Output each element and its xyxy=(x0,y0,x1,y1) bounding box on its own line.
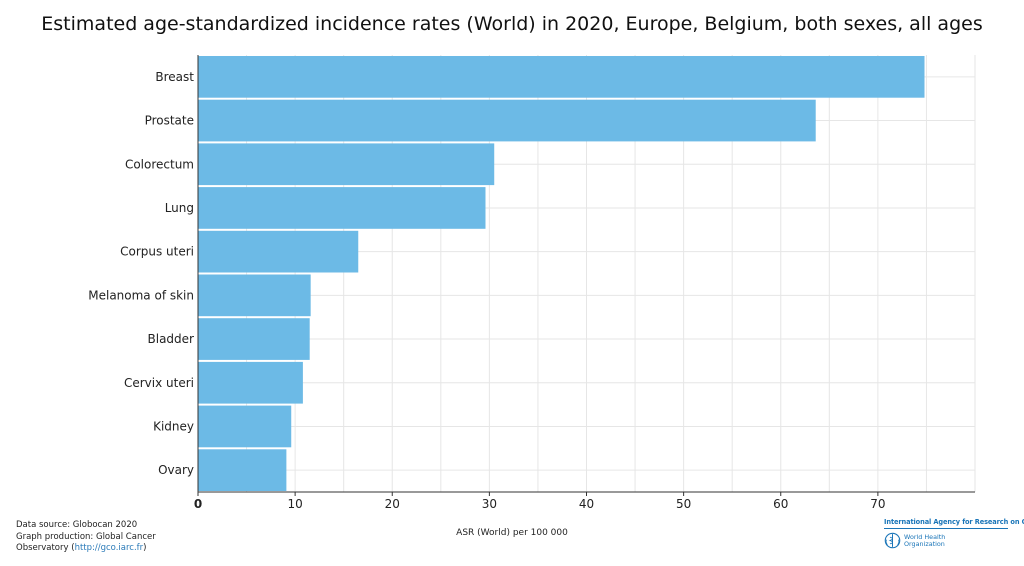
x-tick-label: 30 xyxy=(482,497,497,511)
category-label: Prostate xyxy=(145,114,194,128)
category-label: Kidney xyxy=(153,419,194,433)
x-tick-label: 40 xyxy=(579,497,594,511)
footer: Data source: Globocan 2020 Graph product… xyxy=(16,520,156,555)
category-labels: Breast Prostate Colorectum Lung Corpus uteri… xyxy=(88,70,194,477)
bar xyxy=(198,318,310,360)
bar xyxy=(198,405,292,448)
iarc-logo-divider xyxy=(884,528,1008,529)
category-label: Ovary xyxy=(158,463,194,477)
category-label: Melanoma of skin xyxy=(88,288,194,302)
category-label: Bladder xyxy=(148,332,195,346)
logos: International Agency for Research on Can… xyxy=(884,518,1024,549)
bar xyxy=(198,449,287,491)
footer-observatory: Observatory (http://gco.iarc.fr) xyxy=(16,543,147,553)
bar xyxy=(198,99,816,142)
bar xyxy=(198,187,486,229)
footer-graph-production: Graph production: Global Cancer xyxy=(16,531,156,542)
bar xyxy=(198,56,925,98)
bar xyxy=(198,230,359,273)
bar xyxy=(198,274,311,317)
x-tick-label: 10 xyxy=(287,497,302,511)
chart-title: Estimated age-standardized incidence rat… xyxy=(41,13,982,35)
x-tick-label: 50 xyxy=(676,497,691,511)
category-label: Colorectum xyxy=(125,157,194,171)
who-emblem-icon xyxy=(884,532,901,549)
who-logo: World Health Organization xyxy=(884,532,1014,549)
x-axis: 0 10 20 30 40 50 60 70 xyxy=(194,55,975,511)
bars xyxy=(198,56,925,491)
footer-url-link[interactable]: http://gco.iarc.fr xyxy=(74,543,144,553)
x-tick-label: 0 xyxy=(194,497,202,511)
category-label: Lung xyxy=(165,201,194,215)
bar xyxy=(198,143,495,186)
category-label: Cervix uteri xyxy=(124,376,194,390)
x-axis-title: ASR (World) per 100 000 xyxy=(456,528,568,538)
who-logo-line1: World Health xyxy=(904,532,946,541)
who-logo-line2: Organization xyxy=(904,539,945,548)
x-tick-label: 60 xyxy=(773,497,788,511)
category-label: Corpus uteri xyxy=(120,245,194,259)
x-tick-label: 20 xyxy=(385,497,400,511)
x-tick-label: 70 xyxy=(870,497,885,511)
iarc-logo-text: International Agency for Research on Can… xyxy=(884,518,1024,526)
category-label: Breast xyxy=(155,70,194,84)
footer-data-source: Data source: Globocan 2020 xyxy=(16,520,138,530)
bar xyxy=(198,361,303,404)
